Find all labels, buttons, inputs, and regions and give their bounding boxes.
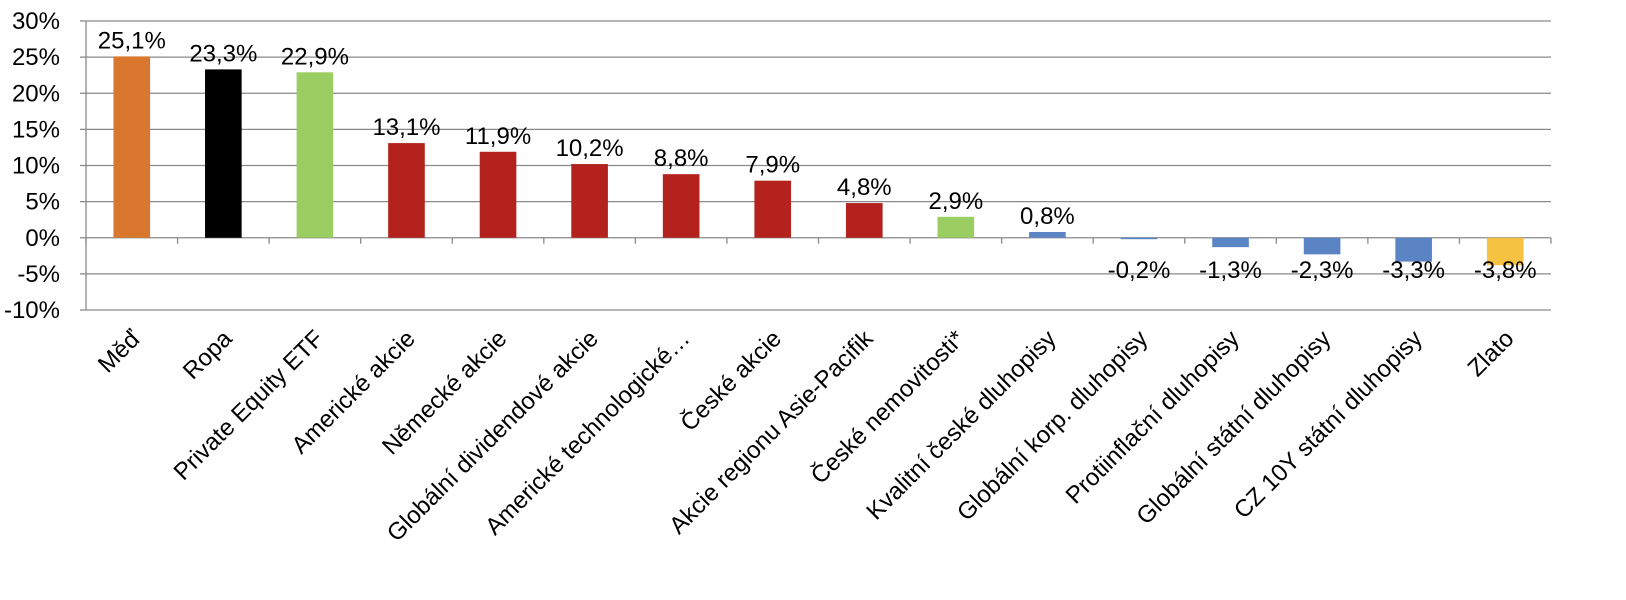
bar-value-label: 22,9% bbox=[281, 43, 349, 70]
bar bbox=[937, 216, 975, 238]
bar bbox=[388, 143, 425, 238]
category-label: Private Equity ETF bbox=[169, 325, 330, 486]
bar bbox=[845, 203, 883, 238]
category-label: Kvalitní české dluhopisy bbox=[861, 325, 1061, 525]
y-tick-label: -5% bbox=[17, 261, 60, 288]
axes bbox=[80, 20, 1552, 311]
bar-value-label: 8,8% bbox=[654, 145, 709, 172]
y-tick-label: 15% bbox=[12, 116, 60, 143]
bar bbox=[1212, 237, 1249, 248]
category-label: Globální korp. dluhopisy bbox=[952, 325, 1153, 526]
bar-value-label: 11,9% bbox=[465, 123, 531, 150]
y-tick-label: 30% bbox=[12, 8, 60, 35]
category-label: CZ 10Y státní dluhopisy bbox=[1229, 325, 1428, 524]
bar bbox=[296, 72, 334, 238]
category-label: Zlato bbox=[1463, 325, 1520, 382]
bar bbox=[205, 69, 242, 238]
bar bbox=[662, 174, 700, 238]
y-tick-label: 0% bbox=[25, 225, 60, 252]
bar-value-label: -3,3% bbox=[1382, 257, 1445, 284]
bar bbox=[113, 56, 151, 238]
bar bbox=[1029, 231, 1066, 238]
y-tick-label: 5% bbox=[25, 189, 60, 216]
bar-value-label: 23,3% bbox=[189, 40, 257, 67]
bar-value-label: -1,3% bbox=[1199, 257, 1262, 284]
category-label: Měď bbox=[93, 325, 146, 378]
bar-value-label: 2,9% bbox=[928, 188, 983, 215]
bar-value-label: -3,8% bbox=[1474, 257, 1537, 284]
bar bbox=[1486, 237, 1524, 266]
bar-value-label: -0,2% bbox=[1108, 257, 1171, 284]
bar bbox=[754, 180, 792, 238]
bar bbox=[1120, 237, 1158, 240]
bar bbox=[571, 164, 608, 238]
y-tick-label: 10% bbox=[12, 153, 60, 180]
bar-value-label: 0,8% bbox=[1020, 203, 1075, 230]
category-label: České nemovitosti* bbox=[805, 324, 970, 489]
y-tick-label: 20% bbox=[12, 80, 60, 107]
bar-value-label: -2,3% bbox=[1291, 257, 1354, 284]
y-tick-label: 25% bbox=[12, 44, 60, 71]
bar-value-label: 4,8% bbox=[837, 174, 892, 201]
data-labels: 25,1% 23,3% 22,9% 13,1% 11,9% 10,2% 8,8% 7,9% 4,… bbox=[98, 27, 1537, 283]
y-tick-labels: 30% 25% 20% 15% 10% 5% 0% -5% -10% bbox=[4, 8, 60, 324]
bar bbox=[1395, 237, 1432, 262]
bar-value-label: 25,1% bbox=[98, 27, 166, 54]
bar bbox=[1303, 237, 1341, 255]
bar-value-label: 13,1% bbox=[372, 114, 440, 141]
bar-value-label: 10,2% bbox=[556, 135, 624, 162]
bar bbox=[479, 151, 517, 238]
category-label: Ropa bbox=[178, 325, 238, 385]
bars bbox=[113, 56, 1524, 266]
category-label: Protiinflační dluhopisy bbox=[1061, 325, 1245, 509]
bar-value-label: 7,9% bbox=[745, 152, 800, 179]
y-tick-label: -10% bbox=[4, 297, 60, 324]
